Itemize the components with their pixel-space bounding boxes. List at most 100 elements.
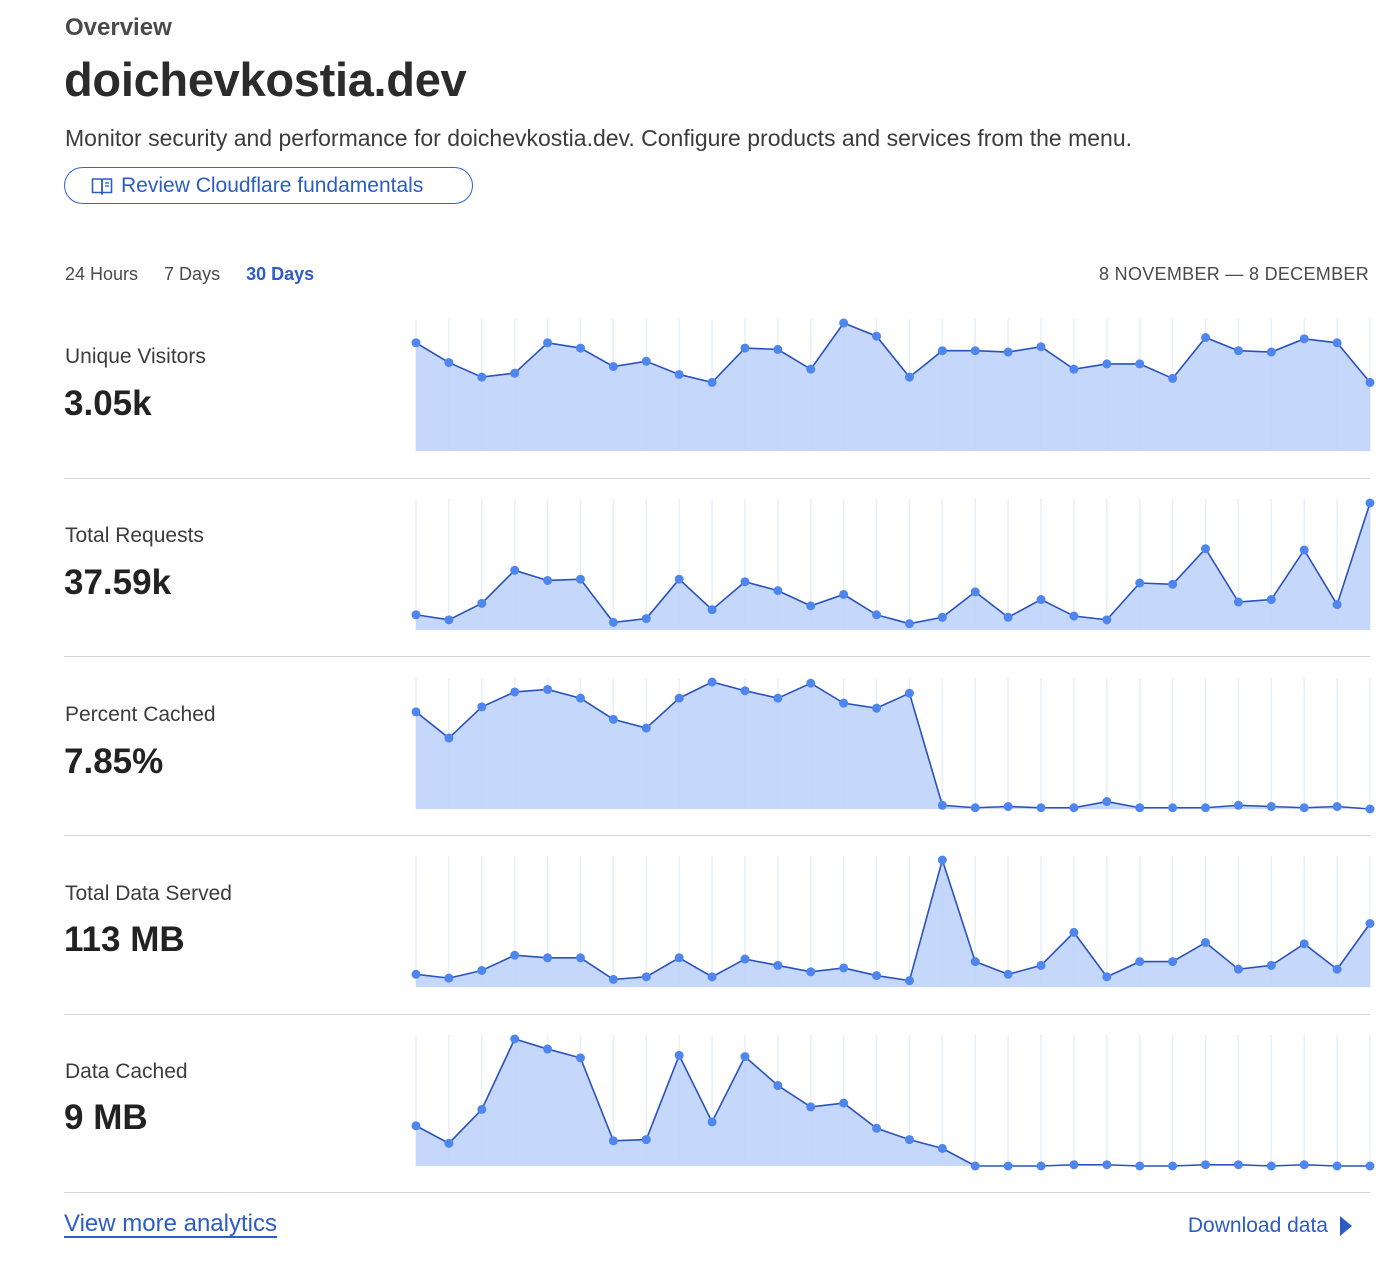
chart-point[interactable] bbox=[1332, 964, 1342, 974]
tab-7-days[interactable]: 7 Days bbox=[164, 264, 221, 284]
chart-point[interactable] bbox=[1332, 1161, 1342, 1171]
chart-point[interactable] bbox=[477, 372, 487, 382]
chart-point[interactable] bbox=[1233, 346, 1243, 356]
chart-point[interactable] bbox=[740, 577, 750, 587]
chart-point[interactable] bbox=[1135, 803, 1145, 813]
chart-point[interactable] bbox=[1168, 1161, 1178, 1171]
chart-point[interactable] bbox=[740, 686, 750, 696]
chart-point[interactable] bbox=[904, 1135, 914, 1145]
chart-point[interactable] bbox=[1299, 545, 1309, 555]
chart-point[interactable] bbox=[937, 346, 947, 356]
chart-point[interactable] bbox=[543, 684, 553, 694]
chart-point[interactable] bbox=[773, 960, 783, 970]
chart-point[interactable] bbox=[904, 688, 914, 698]
chart-point[interactable] bbox=[1365, 1161, 1375, 1171]
chart-point[interactable] bbox=[1003, 347, 1013, 357]
chart-point[interactable] bbox=[806, 1102, 816, 1112]
chart-point[interactable] bbox=[1069, 364, 1079, 374]
chart-point[interactable] bbox=[1332, 338, 1342, 348]
chart-point[interactable] bbox=[740, 954, 750, 964]
chart-point[interactable] bbox=[872, 610, 882, 620]
chart-point[interactable] bbox=[970, 587, 980, 597]
chart-point[interactable] bbox=[411, 338, 421, 348]
chart-point[interactable] bbox=[1233, 1160, 1243, 1170]
chart-point[interactable] bbox=[477, 1104, 487, 1114]
chart-point[interactable] bbox=[411, 707, 421, 717]
chart-point[interactable] bbox=[806, 364, 816, 374]
chart-point[interactable] bbox=[674, 693, 684, 703]
chart-point[interactable] bbox=[477, 702, 487, 712]
chart-point[interactable] bbox=[839, 318, 849, 328]
chart-point[interactable] bbox=[641, 614, 651, 624]
chart-point[interactable] bbox=[1003, 802, 1013, 812]
chart-point[interactable] bbox=[970, 1161, 980, 1171]
chart-point[interactable] bbox=[707, 377, 717, 387]
chart-point[interactable] bbox=[641, 356, 651, 366]
chart-point[interactable] bbox=[1201, 938, 1211, 948]
chart-point[interactable] bbox=[608, 714, 618, 724]
chart-point[interactable] bbox=[543, 575, 553, 585]
chart-point[interactable] bbox=[641, 723, 651, 733]
chart-point[interactable] bbox=[1036, 803, 1046, 813]
chart-point[interactable] bbox=[1168, 373, 1178, 383]
chart-point[interactable] bbox=[575, 953, 585, 963]
chart-point[interactable] bbox=[543, 338, 553, 348]
chart-point[interactable] bbox=[1332, 802, 1342, 812]
review-fundamentals-button[interactable]: Review Cloudflare fundamentals bbox=[64, 167, 473, 204]
chart-point[interactable] bbox=[1036, 595, 1046, 605]
chart-point[interactable] bbox=[1168, 579, 1178, 589]
chart-point[interactable] bbox=[477, 965, 487, 975]
chart-point[interactable] bbox=[872, 703, 882, 713]
chart-point[interactable] bbox=[575, 574, 585, 584]
chart-point[interactable] bbox=[1069, 927, 1079, 937]
view-more-analytics-link[interactable]: View more analytics bbox=[64, 1210, 277, 1237]
chart-point[interactable] bbox=[1069, 803, 1079, 813]
chart-point[interactable] bbox=[477, 598, 487, 608]
chart-point[interactable] bbox=[1266, 960, 1276, 970]
chart-point[interactable] bbox=[806, 678, 816, 688]
chart-point[interactable] bbox=[1365, 804, 1375, 814]
chart-point[interactable] bbox=[1365, 377, 1375, 387]
chart-point[interactable] bbox=[1266, 595, 1276, 605]
chart-point[interactable] bbox=[839, 698, 849, 708]
chart-point[interactable] bbox=[937, 855, 947, 865]
chart-point[interactable] bbox=[904, 372, 914, 382]
chart-point[interactable] bbox=[575, 1053, 585, 1063]
chart-point[interactable] bbox=[872, 971, 882, 981]
chart-point[interactable] bbox=[839, 589, 849, 599]
download-data-button[interactable]: Download data bbox=[1188, 1214, 1352, 1238]
chart-point[interactable] bbox=[411, 610, 421, 620]
tab-24-hours[interactable]: 24 Hours bbox=[65, 264, 139, 284]
chart-point[interactable] bbox=[970, 346, 980, 356]
chart-point[interactable] bbox=[1168, 957, 1178, 967]
chart-point[interactable] bbox=[444, 358, 454, 368]
chart-point[interactable] bbox=[1201, 1160, 1211, 1170]
chart-point[interactable] bbox=[608, 1136, 618, 1146]
chart-point[interactable] bbox=[1299, 1160, 1309, 1170]
chart-point[interactable] bbox=[839, 963, 849, 973]
chart-point[interactable] bbox=[674, 574, 684, 584]
chart-point[interactable] bbox=[1036, 342, 1046, 352]
chart-point[interactable] bbox=[674, 369, 684, 379]
chart-point[interactable] bbox=[740, 343, 750, 353]
chart-point[interactable] bbox=[872, 331, 882, 341]
chart-point[interactable] bbox=[1201, 803, 1211, 813]
chart-point[interactable] bbox=[510, 565, 520, 575]
chart-point[interactable] bbox=[1003, 612, 1013, 622]
chart-point[interactable] bbox=[904, 619, 914, 629]
chart-point[interactable] bbox=[937, 800, 947, 810]
chart-point[interactable] bbox=[970, 803, 980, 813]
chart-point[interactable] bbox=[937, 612, 947, 622]
chart-point[interactable] bbox=[740, 1052, 750, 1062]
chart-point[interactable] bbox=[707, 605, 717, 615]
chart-point[interactable] bbox=[1266, 347, 1276, 357]
chart-point[interactable] bbox=[674, 1050, 684, 1060]
chart-point[interactable] bbox=[543, 1044, 553, 1054]
chart-point[interactable] bbox=[1069, 1160, 1079, 1170]
chart-point[interactable] bbox=[773, 344, 783, 354]
chart-point[interactable] bbox=[543, 953, 553, 963]
chart-point[interactable] bbox=[510, 687, 520, 697]
chart-point[interactable] bbox=[1201, 544, 1211, 554]
chart-point[interactable] bbox=[444, 1138, 454, 1148]
chart-point[interactable] bbox=[773, 1081, 783, 1091]
